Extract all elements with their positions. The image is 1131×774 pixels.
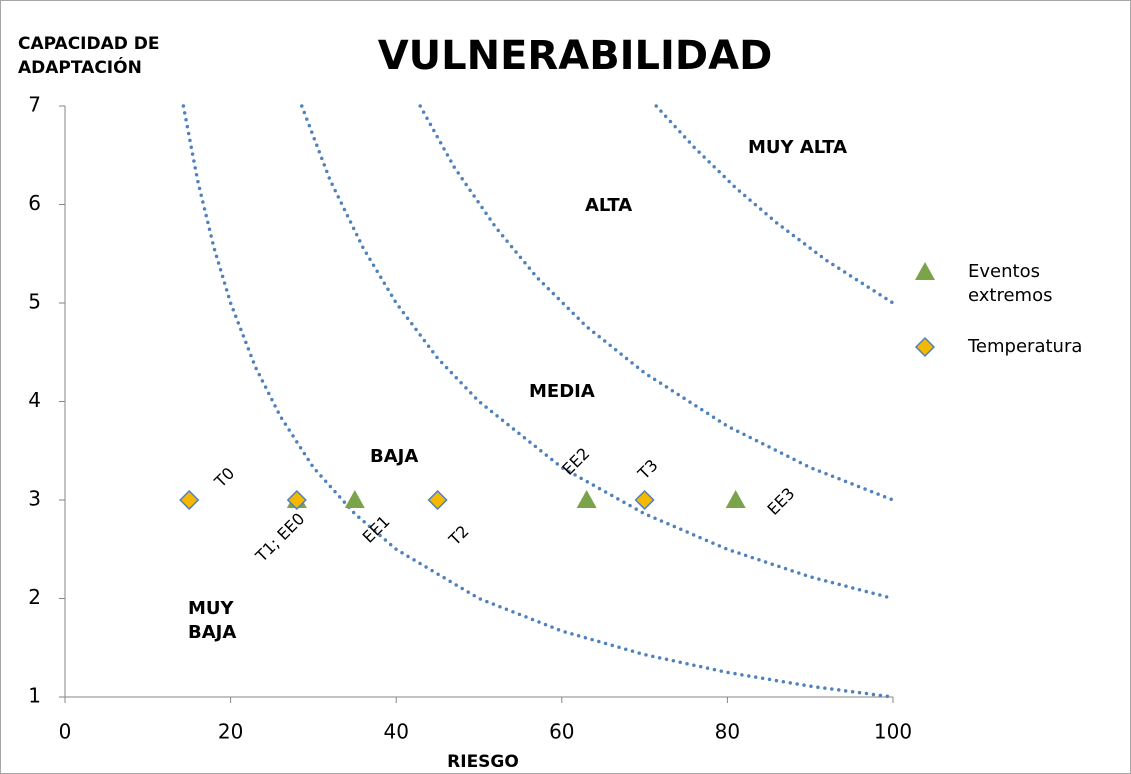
point-label: EE2 <box>558 444 593 479</box>
region-label: MUY BAJA <box>188 598 237 643</box>
point-label: EE3 <box>764 484 799 519</box>
point-label: T1; EE0 <box>251 509 308 566</box>
y-tick-label: 6 <box>28 191 41 215</box>
x-axis-label: RIESGO <box>447 752 519 772</box>
diamond-marker <box>286 489 307 511</box>
boundary-curve <box>418 104 895 502</box>
x-tick-label: 20 <box>218 720 243 744</box>
diamond-marker <box>634 489 655 511</box>
x-tick-label: 100 <box>874 720 912 744</box>
region-label: BAJA <box>370 446 419 467</box>
legend-marker <box>915 262 935 280</box>
x-tick-label: 80 <box>715 720 740 744</box>
triangle-marker <box>344 490 365 508</box>
point-label: EE1 <box>359 512 394 547</box>
y-tick-label: 5 <box>28 290 41 314</box>
region-label: MUY ALTA <box>748 137 848 158</box>
legend-marker <box>914 336 936 358</box>
point-label: T2 <box>444 522 472 550</box>
point-label: T0 <box>210 464 238 492</box>
diamond-marker <box>179 489 200 511</box>
y-tick-label: 3 <box>28 487 41 511</box>
chart-title: VULNERABILIDAD <box>378 33 773 79</box>
x-tick-label: 40 <box>383 720 408 744</box>
region-label: MEDIA <box>529 381 595 402</box>
y-tick-label: 7 <box>28 93 41 117</box>
y-tick-label: 2 <box>28 585 41 609</box>
region-label: ALTA <box>585 195 633 216</box>
legend-label: Temperatura <box>968 336 1083 357</box>
legend-label: Eventos extremos <box>968 261 1053 306</box>
boundary-curve <box>654 104 895 305</box>
boundary-curve <box>181 104 895 699</box>
point-label: T3 <box>633 456 661 484</box>
y-tick-label: 4 <box>28 388 41 412</box>
x-tick-label: 0 <box>59 720 72 744</box>
triangle-marker <box>725 490 746 508</box>
triangle-marker <box>576 490 597 508</box>
diamond-marker <box>427 489 448 511</box>
y-axis-label: CAPACIDAD DE ADAPTACIÓN <box>18 34 160 78</box>
x-tick-label: 60 <box>549 720 574 744</box>
y-tick-label: 1 <box>28 684 41 708</box>
